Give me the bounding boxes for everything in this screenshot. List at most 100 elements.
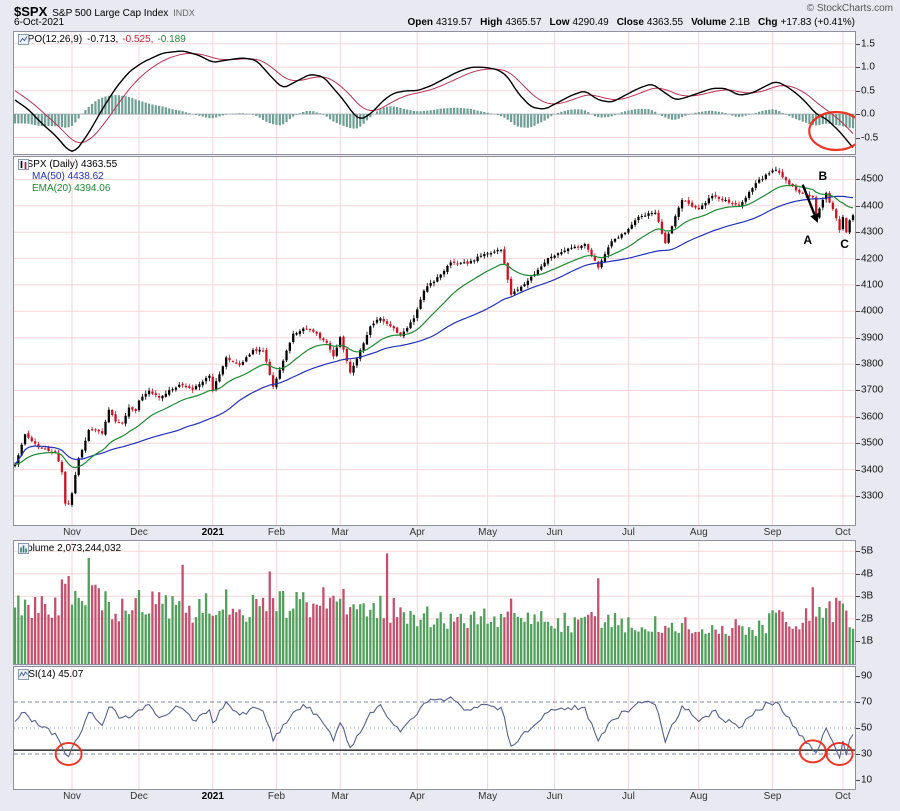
- y-axis-label: 3600: [861, 411, 884, 423]
- month-label: May: [478, 791, 498, 802]
- y-axis-label: 10: [861, 774, 873, 786]
- month-label: Dec: [130, 527, 148, 538]
- price-x-axis: Nov Dec 2021 Feb Mar Apr May Jun Jul Aug Sep Oct: [13, 526, 856, 540]
- annotation-letter-A: A: [803, 233, 812, 247]
- ppo-legend: PPO(12,26,9) -0.713, -0.525, -0.189: [18, 34, 186, 46]
- ppo-value-2: -0.525,: [122, 34, 154, 45]
- y-axis-tickmark: [856, 779, 860, 781]
- volume-legend: Volume 2,073,244,032: [18, 543, 121, 555]
- month-label: Aug: [689, 527, 708, 538]
- y-axis-label: 1B: [861, 635, 874, 647]
- ma50-line: [14, 195, 854, 465]
- y-axis-label: 3700: [861, 384, 884, 396]
- y-axis-label: 4500: [861, 173, 884, 185]
- month-label: Mar: [331, 791, 349, 802]
- y-axis-label: 3800: [861, 358, 884, 370]
- quote-open-value: 4319.57: [436, 17, 473, 28]
- annotation-letter-B: B: [818, 169, 827, 183]
- y-axis-tickmark: [856, 114, 860, 116]
- month-label: Nov: [63, 527, 81, 538]
- price-symbol-label: $SPX (Daily) 4363.55: [21, 159, 118, 170]
- y-axis-tickmark: [856, 258, 860, 260]
- ppo-label: PPO(12,26,9): [21, 34, 83, 45]
- ppo-value-1: -0.713,: [87, 34, 119, 45]
- ticker-symbol: $SPX: [14, 4, 48, 19]
- y-axis-label: 2B: [861, 613, 874, 625]
- y-axis-tickmark: [856, 284, 860, 286]
- volume-panel: Volume 2,073,244,032: [13, 540, 856, 665]
- y-axis-label: 1.0: [861, 61, 875, 73]
- y-axis-label: 0.0: [861, 108, 875, 120]
- quote-high-value: 4365.57: [505, 17, 542, 28]
- y-axis-tickmark: [856, 43, 860, 45]
- y-axis-tickmark: [856, 753, 860, 755]
- quote-low-value: 4290.49: [572, 17, 609, 28]
- ppo-annotation-ellipse: [808, 110, 855, 152]
- candle-bodies-up: [14, 169, 855, 505]
- month-label: Oct: [835, 791, 851, 802]
- month-label: Feb: [267, 527, 286, 538]
- rsi-panel: RSI(14) 45.07: [13, 666, 856, 790]
- y-axis-tickmark: [856, 90, 860, 92]
- y-axis-label: 4200: [861, 253, 884, 265]
- y-axis-tickmark: [856, 676, 860, 678]
- y-axis-tickmark: [856, 179, 860, 181]
- candlestick-chart: A B C: [14, 157, 855, 525]
- y-axis-tickmark: [856, 205, 860, 207]
- y-axis-label: 3400: [861, 464, 884, 476]
- quote-close-value: 4363.55: [646, 17, 684, 28]
- annotation-letter-C: C: [840, 237, 849, 251]
- rsi-annotation-ellipse: [798, 739, 827, 764]
- quote-volume-value: 2.1B: [729, 17, 751, 28]
- ema20-line: [14, 184, 854, 469]
- rsi-line: [14, 696, 854, 760]
- rsi-label: RSI(14) 45.07: [21, 669, 84, 680]
- rsi-annotation-ellipse: [54, 742, 83, 766]
- rsi-chart: [14, 667, 855, 789]
- month-label: Sep: [763, 791, 782, 802]
- month-label: Oct: [835, 527, 851, 538]
- copyright-label: © StockCharts.com: [806, 3, 893, 14]
- exchange-label: INDX: [173, 8, 195, 18]
- y-axis-tickmark: [856, 443, 860, 445]
- ppo-line: [14, 50, 854, 152]
- volume-chart: [14, 541, 855, 664]
- y-axis-tickmark: [856, 137, 860, 139]
- rsi-legend: RSI(14) 45.07: [18, 669, 83, 681]
- month-label: Sep: [763, 527, 782, 538]
- price-annotation-arrowhead: [810, 212, 819, 223]
- price-annotation-arrow: [801, 184, 816, 216]
- title-row: $SPX S&P 500 Large Cap Index INDX: [14, 3, 195, 21]
- y-axis-label: -0.5: [861, 132, 879, 144]
- y-axis-tickmark: [856, 67, 860, 69]
- quote-close-label: Close: [616, 17, 644, 28]
- ppo-value-3: -0.189: [157, 34, 186, 45]
- y-axis-label: 70: [861, 696, 873, 708]
- y-axis-tickmark: [856, 641, 860, 643]
- month-label: Jul: [622, 791, 635, 802]
- month-label: Apr: [409, 527, 426, 538]
- quote-row: 6-Oct-2021 Open 4319.57 High 4365.57 Low 4290…: [14, 17, 855, 28]
- price-legend-line: $SPX (Daily) 4363.55: [18, 159, 117, 171]
- y-axis-label: 4100: [861, 279, 884, 291]
- month-label: May: [478, 527, 498, 538]
- y-axis-tickmark: [856, 618, 860, 620]
- price-legend: $SPX (Daily) 4363.55 MA(50) 4438.62 EMA(…: [18, 159, 117, 195]
- y-axis-label: 0.5: [861, 85, 875, 97]
- month-label: Mar: [331, 527, 349, 538]
- ma50-label: MA(50) 4438.62: [32, 171, 104, 182]
- y-axis-tickmark: [856, 364, 860, 366]
- month-label: 2021: [201, 527, 224, 538]
- y-axis-tickmark: [856, 337, 860, 339]
- y-axis-tickmark: [856, 311, 860, 313]
- y-axis-label: 1.5: [861, 38, 875, 50]
- y-axis-label: 3300: [861, 490, 884, 502]
- y-axis-label: 5B: [861, 545, 874, 557]
- quote-chg-label: Chg: [758, 17, 778, 28]
- y-axis-label: 4400: [861, 200, 884, 212]
- quote-open-label: Open: [407, 17, 433, 28]
- month-label: Jul: [622, 527, 635, 538]
- ppo-chart: [14, 32, 855, 154]
- month-label: Feb: [267, 791, 286, 802]
